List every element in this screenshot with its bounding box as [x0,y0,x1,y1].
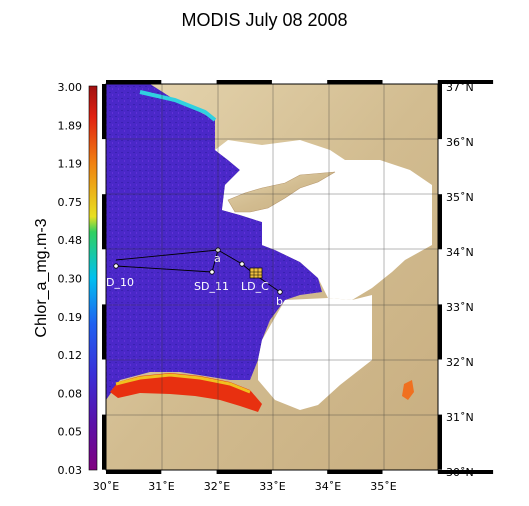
lon-label-2: 32˚E [204,480,230,493]
station-label-b: b [276,295,283,308]
lon-label-0: 30˚E [93,480,119,493]
sea-chlorophyll [106,84,322,400]
cyprus-island [227,171,336,213]
lat-label-3: 34˚N [446,246,474,259]
latitude-labels: 37˚N 36˚N 35˚N 34˚N 33˚N 32˚N 31˚N 30˚N [446,81,474,479]
lat-label-5: 32˚N [446,356,474,369]
lat-label-1: 36˚N [446,136,474,149]
inland-lake [402,380,414,400]
lat-label-4: 33˚N [446,301,474,314]
colorbar-tick-7: 0.12 [58,349,83,362]
colorbar: 3.00 1.89 1.19 0.75 0.48 0.30 0.19 0.12 0.08 0.05… [33,81,98,477]
station-label-ldc: LD_C [241,280,269,293]
colorbar-label: Chlor_a_mg.m-3 [33,218,50,337]
station-label-sd11: SD_11 [194,280,229,293]
nodata-area-south [258,295,372,410]
coastal-rim-north [139,90,217,122]
colorbar-tick-labels: 3.00 1.89 1.19 0.75 0.48 0.30 0.19 0.12 0.08 0.05… [58,81,83,477]
map-frame [102,80,494,474]
colorbar-tick-10: 0.03 [58,464,83,477]
lon-label-3: 33˚E [259,480,285,493]
colorbar-tick-6: 0.19 [58,311,83,324]
lat-label-2: 35˚N [446,191,474,204]
station-label-a: a [214,252,221,265]
longitude-labels: 30˚E 31˚E 32˚E 33˚E 34˚E 35˚E [93,480,397,493]
lon-label-4: 34˚E [315,480,341,493]
nodata-area [215,140,432,300]
colorbar-tick-1: 1.89 [58,119,83,132]
lat-label-7: 30˚N [446,466,474,479]
lat-label-0: 37˚N [446,81,474,94]
colorbar-tick-3: 0.75 [58,196,83,209]
colorbar-tick-0: 3.00 [58,81,83,94]
map-title: MODIS July 08 2008 [181,10,348,30]
colorbar-tick-5: 0.30 [58,273,83,286]
station-label-d10: D_10 [106,276,134,289]
colorbar-tick-8: 0.08 [58,387,83,400]
map-panel: a b D_10 SD_11 LD_C [106,84,438,470]
lat-label-6: 31˚N [446,411,474,424]
colorbar-ramp [88,85,98,471]
ldc-grid-marker [249,267,263,279]
colorbar-tick-2: 1.19 [58,158,83,171]
colorbar-tick-9: 0.05 [58,426,83,439]
coastal-bloom-edge [115,373,251,394]
lon-label-1: 31˚E [148,480,174,493]
graticule [106,84,438,470]
lon-label-5: 35˚E [370,480,396,493]
colorbar-tick-4: 0.48 [58,234,83,247]
